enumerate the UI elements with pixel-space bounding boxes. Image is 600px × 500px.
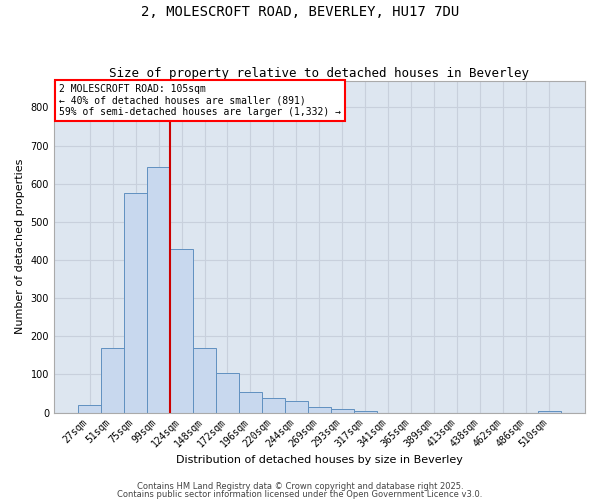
Bar (147, 166, 170, 412)
Text: Contains HM Land Registry data © Crown copyright and database right 2025.: Contains HM Land Registry data © Crown c… (137, 482, 463, 491)
Bar (78, 405, 101, 412)
Bar (124, 193, 147, 412)
Text: Contains public sector information licensed under the Open Government Licence v3: Contains public sector information licen… (118, 490, 482, 499)
Bar (285, 401, 308, 412)
Bar (239, 392, 262, 412)
Bar (101, 348, 124, 412)
X-axis label: Distribution of detached houses by size in Beverley: Distribution of detached houses by size … (176, 455, 463, 465)
Text: 2, MOLESCROFT ROAD, BEVERLEY, HU17 7DU: 2, MOLESCROFT ROAD, BEVERLEY, HU17 7DU (141, 5, 459, 19)
Bar (308, 407, 331, 412)
Bar (262, 398, 285, 412)
Y-axis label: Number of detached properties: Number of detached properties (15, 159, 25, 334)
Bar (538, 410, 561, 412)
Bar (193, 348, 216, 412)
Bar (331, 409, 354, 412)
Bar (216, 374, 239, 412)
Title: Size of property relative to detached houses in Beverley: Size of property relative to detached ho… (109, 66, 529, 80)
Text: 2 MOLESCROFT ROAD: 105sqm
← 40% of detached houses are smaller (891)
59% of semi: 2 MOLESCROFT ROAD: 105sqm ← 40% of detac… (59, 84, 341, 117)
Bar (170, 248, 193, 412)
